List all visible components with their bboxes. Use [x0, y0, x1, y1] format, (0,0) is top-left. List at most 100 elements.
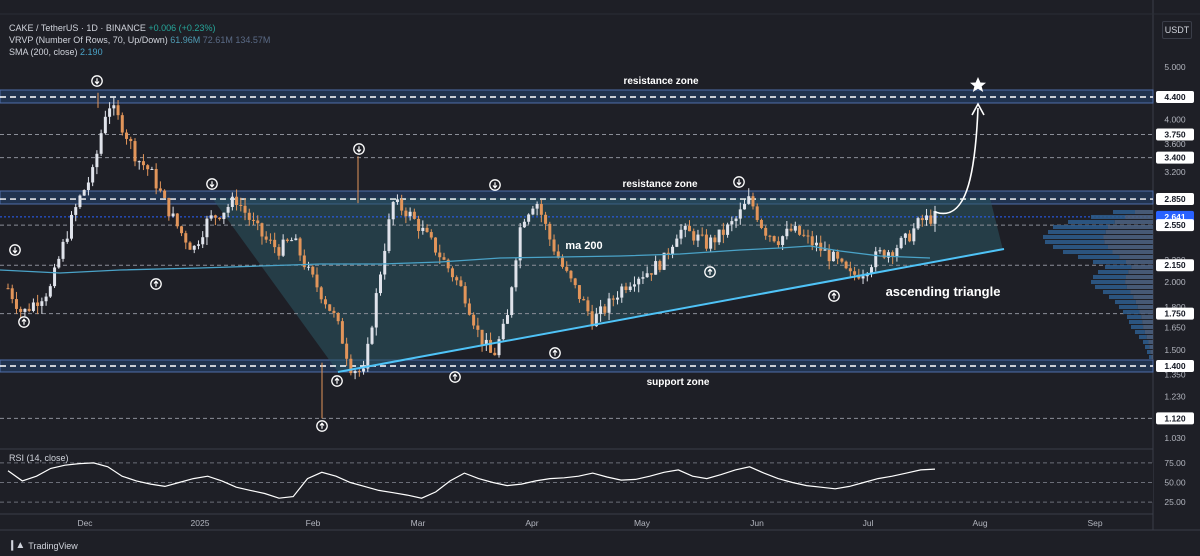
candle-body — [446, 259, 450, 269]
candle-body — [527, 214, 531, 222]
candle-body — [247, 212, 251, 220]
candle-body — [421, 227, 425, 231]
candle-body — [827, 249, 831, 262]
candle-body — [298, 238, 302, 256]
candle-body — [99, 133, 103, 154]
volume-profile — [1043, 210, 1153, 359]
candle-body — [188, 242, 192, 250]
volume-profile-bar — [1131, 265, 1153, 269]
candle-body — [768, 235, 772, 237]
volume-profile-bar — [1078, 255, 1120, 259]
arrow-down-icon[interactable] — [9, 244, 21, 256]
candle-body — [819, 242, 823, 251]
volume-profile-bar — [1127, 315, 1142, 319]
candle-body — [48, 286, 52, 297]
candle-body — [69, 214, 73, 239]
candle-body — [590, 311, 594, 327]
arrow-down-icon[interactable] — [733, 176, 745, 188]
candle-body — [196, 244, 200, 246]
candle-body — [205, 218, 209, 238]
arrow-up-icon[interactable] — [331, 375, 343, 387]
y-tick-label: 2.000 — [1164, 277, 1186, 287]
volume-profile-bar — [1126, 275, 1153, 279]
candle-body — [378, 274, 382, 294]
candle-body — [806, 235, 810, 237]
candle-body — [772, 236, 776, 242]
candle-body — [785, 228, 789, 237]
y-tick-label: 5.000 — [1164, 62, 1186, 72]
arrow-up-icon[interactable] — [150, 278, 162, 290]
time-axis[interactable]: Dec 2025 Feb Mar Apr May Jun Jul Aug Sep — [77, 518, 1102, 528]
arrow-up-icon[interactable] — [549, 347, 561, 359]
candle-body — [641, 277, 645, 279]
volume-profile-bar — [1149, 355, 1152, 359]
rsi-line — [7, 462, 936, 499]
candle-body — [493, 352, 497, 356]
candle-body — [764, 227, 768, 236]
ascending-trendline[interactable] — [337, 248, 1005, 373]
volume-profile-bar — [1151, 355, 1153, 359]
candle-body — [323, 299, 327, 305]
tradingview-brand[interactable]: ❙▲ TradingView — [8, 540, 78, 551]
candle-body — [19, 308, 23, 312]
price-tag — [1156, 259, 1194, 272]
arrow-down-icon[interactable] — [489, 179, 501, 191]
y-tick-label: 1.350 — [1164, 370, 1186, 380]
volume-profile-bar — [1150, 350, 1153, 354]
candle-body — [916, 218, 920, 229]
candle-body — [167, 197, 171, 217]
candle-body — [53, 267, 57, 287]
candle-body — [793, 226, 797, 231]
candle-body — [273, 239, 277, 248]
candle-body — [141, 161, 145, 166]
candle-body — [184, 233, 188, 243]
arrow-up-icon[interactable] — [704, 266, 716, 278]
currency-button[interactable]: USDT — [1162, 21, 1192, 39]
candle-body — [933, 211, 937, 224]
candle-body — [700, 234, 704, 236]
x-tick-label: Mar — [411, 518, 426, 528]
candle-body — [417, 218, 421, 231]
candle-body — [285, 239, 289, 241]
arrow-up-icon[interactable] — [449, 371, 461, 383]
candle-body — [61, 241, 65, 259]
arrow-down-icon[interactable] — [91, 75, 103, 87]
price-tag — [1156, 193, 1194, 206]
candle-body — [103, 116, 107, 134]
symbol-row[interactable]: CAKE / TetherUS · 1D · BINANCE +0.006 (+… — [9, 22, 270, 34]
projection-arrow[interactable] — [934, 107, 979, 215]
candle-body — [738, 209, 742, 219]
candle-body — [154, 168, 158, 189]
candle-body — [455, 277, 459, 281]
volume-profile-bar — [1145, 345, 1150, 349]
rsi-legend[interactable]: RSI (14, close) — [9, 453, 69, 463]
volume-profile-bar — [1108, 225, 1153, 229]
candle-body — [899, 237, 903, 249]
candle-body — [645, 273, 649, 278]
volume-profile-bar — [1095, 285, 1127, 289]
sma-row[interactable]: SMA (200, close) 2.190 — [9, 46, 270, 58]
candle-body — [908, 233, 912, 242]
candle-body — [137, 161, 141, 163]
candle-body — [27, 308, 31, 311]
candle-body — [408, 211, 412, 217]
candle-body — [129, 138, 133, 142]
arrow-up-icon[interactable] — [828, 290, 840, 302]
candle-body — [459, 280, 463, 287]
arrow-up-icon[interactable] — [316, 420, 328, 432]
arrow-up-icon[interactable] — [18, 316, 30, 328]
arrow-down-icon[interactable] — [206, 178, 218, 190]
arrow-down-icon[interactable] — [353, 143, 365, 155]
candle-body — [649, 273, 653, 275]
candle-body — [14, 299, 18, 309]
volume-profile-bar — [1119, 255, 1153, 259]
candle-body — [616, 297, 620, 300]
candle-body — [582, 299, 586, 301]
volume-profile-bar — [1125, 280, 1153, 284]
annotation-support: support zone — [647, 377, 710, 388]
candle-body — [929, 215, 933, 224]
candle-body — [925, 215, 929, 221]
y-tick-label: 1.500 — [1164, 345, 1186, 355]
vrvp-row[interactable]: VRVP (Number Of Rows, 70, Up/Down) 61.96… — [9, 34, 270, 46]
